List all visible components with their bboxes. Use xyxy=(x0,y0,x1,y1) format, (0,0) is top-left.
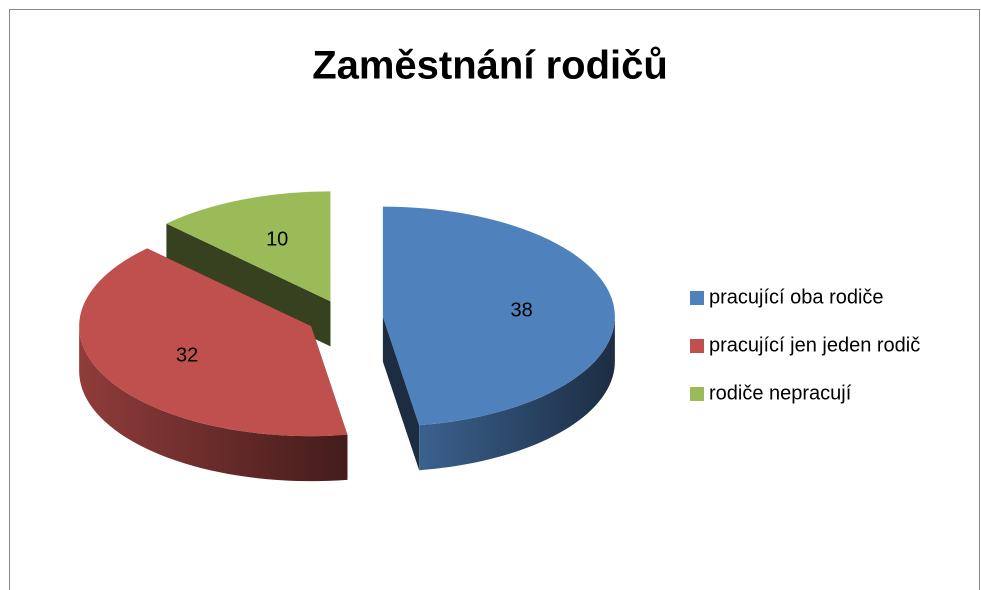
slice xyxy=(79,248,348,482)
slice xyxy=(166,191,331,347)
legend-label: pracující jen jeden rodič xyxy=(709,334,920,356)
slice-top xyxy=(79,248,348,437)
slice-side xyxy=(79,326,348,482)
slice-side xyxy=(419,316,615,471)
slice-top xyxy=(382,206,615,426)
chart-title: Zaměstnání rodičů xyxy=(312,44,668,88)
value-label: 32 xyxy=(176,344,198,366)
legend-label: rodiče nepracují xyxy=(709,382,852,404)
value-label: 38 xyxy=(511,300,533,322)
slice-top xyxy=(166,191,331,302)
slice-wall xyxy=(166,223,331,347)
legend-swatch xyxy=(690,339,704,353)
slice xyxy=(382,206,615,471)
legend-swatch xyxy=(690,387,704,401)
legend-label: pracující oba rodiče xyxy=(709,286,884,308)
legend-swatch xyxy=(690,291,704,305)
slice-wall xyxy=(382,316,420,471)
value-label: 10 xyxy=(266,229,288,251)
